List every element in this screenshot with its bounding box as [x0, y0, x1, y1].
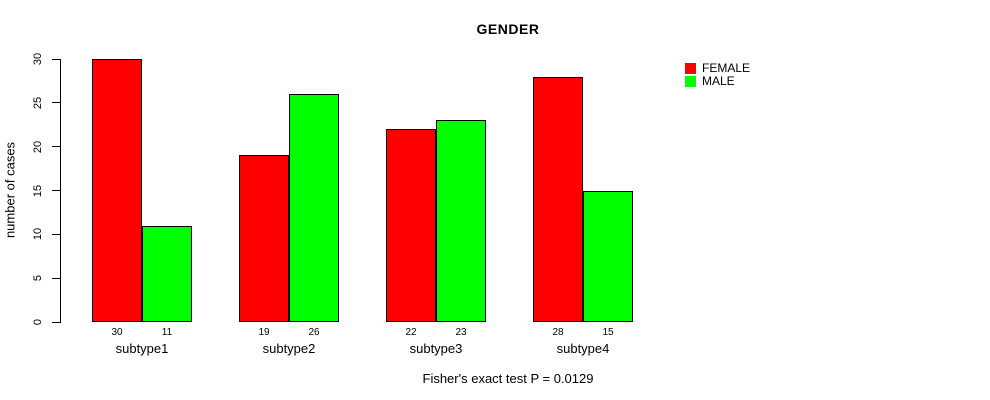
- x-category-label: subtype3: [409, 341, 463, 356]
- legend-swatch-male-icon: [685, 76, 696, 87]
- bar-value-label: 22: [405, 327, 417, 338]
- bar-female-subtype3: [386, 129, 436, 322]
- bar-male-subtype1: [142, 225, 192, 322]
- y-tick-mark: [52, 277, 60, 279]
- bar-value-label: 11: [161, 327, 173, 338]
- y-tick-label-text: 10: [32, 228, 44, 241]
- y-axis-line: [60, 59, 61, 323]
- y-tick-label-text: 5: [32, 275, 44, 282]
- y-tick-label-text: 15: [32, 184, 44, 197]
- bar-female-subtype1: [92, 59, 142, 322]
- legend-label-female: FEMALE: [702, 61, 751, 75]
- bar-female-subtype4: [533, 76, 583, 322]
- x-category-label: subtype2: [262, 341, 316, 356]
- y-tick-mark: [52, 233, 60, 235]
- y-tick-mark: [52, 321, 60, 323]
- y-tick-mark: [52, 58, 60, 60]
- x-category-label: subtype1: [115, 341, 169, 356]
- bar-value-label: 30: [111, 327, 123, 338]
- chart-title: GENDER: [476, 21, 540, 37]
- y-tick-mark: [52, 190, 60, 191]
- bar-value-label: 28: [552, 327, 564, 338]
- bar-value-label: 15: [602, 327, 614, 338]
- bar-male-subtype3: [436, 120, 486, 322]
- bar-value-label: 19: [258, 327, 270, 338]
- y-tick-mark: [52, 146, 60, 148]
- legend-label-male: MALE: [702, 74, 735, 88]
- y-tick-mark: [52, 102, 60, 104]
- bar-value-label: 26: [308, 327, 320, 338]
- legend-entry-male: MALE: [685, 75, 750, 88]
- legend-swatch-female-icon: [685, 63, 696, 74]
- fisher-test-annotation: Fisher's exact test P = 0.0129: [422, 371, 594, 386]
- x-category-label: subtype4: [556, 341, 610, 356]
- legend-entry-female: FEMALE: [685, 62, 750, 75]
- bar-male-subtype4: [583, 190, 633, 322]
- bar-female-subtype2: [239, 155, 289, 322]
- bar-value-label: 23: [455, 327, 467, 338]
- legend: FEMALE MALE: [685, 62, 750, 88]
- y-tick-label-text: 30: [32, 52, 44, 66]
- y-tick-label-text: 20: [32, 140, 44, 153]
- y-tick-label-text: 25: [32, 96, 44, 109]
- bar-male-subtype2: [289, 94, 339, 322]
- y-tick-label-text: 0: [32, 318, 44, 326]
- y-axis-label-text: number of cases: [2, 141, 18, 239]
